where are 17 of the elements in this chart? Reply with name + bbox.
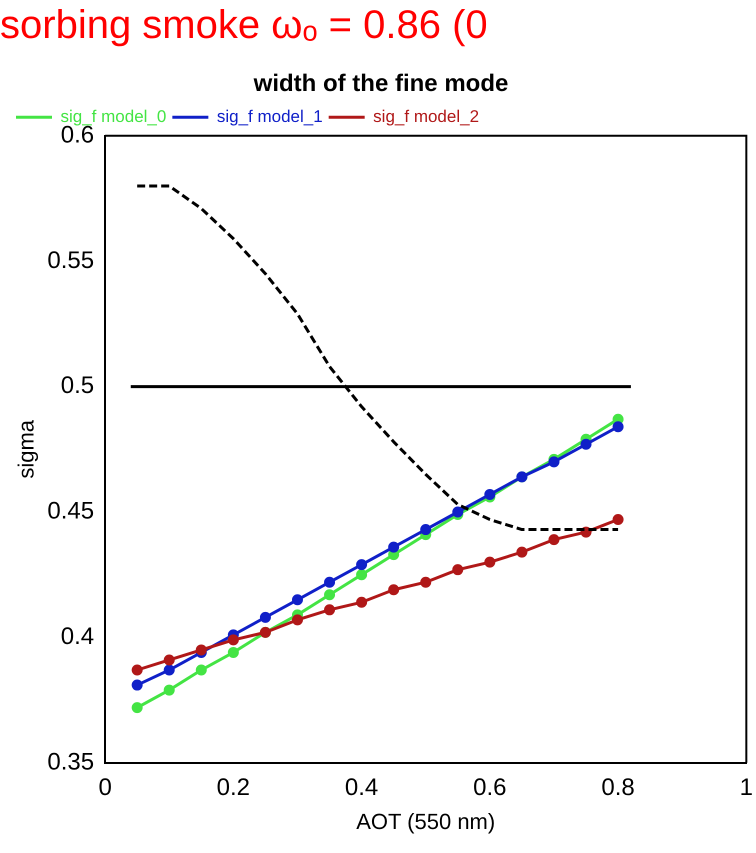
x-tick-label: 0.4	[344, 774, 378, 801]
legend-label: sig_f model_1	[216, 106, 323, 126]
x-tick-label: 0	[98, 774, 112, 801]
text: sorbing smoke ωₒ = 0.86 (0	[0, 2, 488, 48]
y-tick-label: 0.5	[60, 372, 94, 400]
y-axis-title: sigma	[13, 419, 38, 479]
y-tick-label: 0.45	[47, 498, 94, 525]
legend-label: sig_f model_2	[373, 106, 480, 126]
chart-title: width of the fine mode	[252, 70, 508, 98]
x-tick-label: 1	[740, 774, 754, 801]
x-tick-label: 0.8	[601, 774, 635, 801]
y-tick-label: 0.55	[47, 246, 94, 274]
x-tick-label: 0.2	[216, 774, 250, 801]
x-axis-title: AOT (550 nm)	[356, 808, 496, 834]
y-tick-label: 0.4	[60, 623, 94, 650]
y-tick-label: 0.35	[47, 748, 94, 776]
x-tick-label: 0.6	[473, 774, 507, 801]
